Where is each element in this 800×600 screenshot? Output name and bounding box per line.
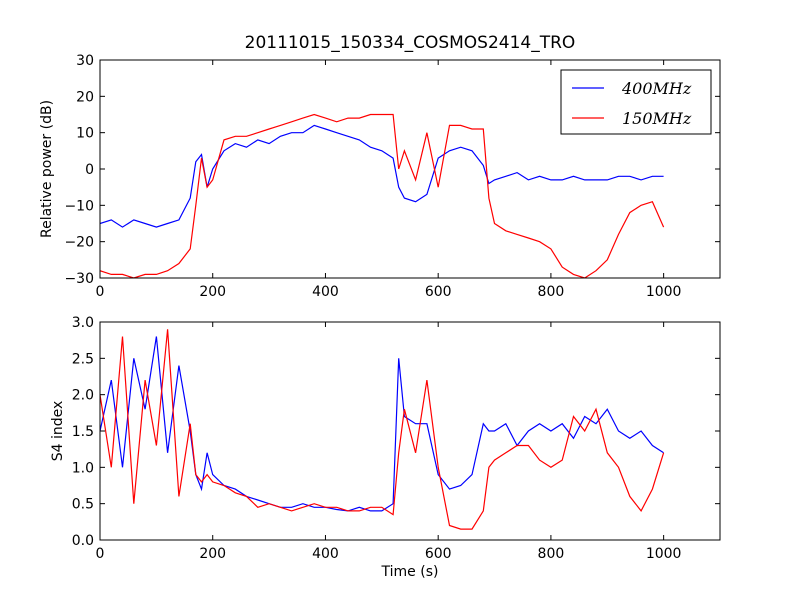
s4-y-tick-label: 1.5 [72, 424, 94, 440]
power-x-tick-label: 0 [96, 284, 105, 300]
legend: 400MHz 150MHz [560, 69, 712, 135]
s4-y-tick-label: 3.0 [72, 315, 94, 331]
power-y-tick-label: 0 [85, 162, 94, 178]
s4-x-tick-label: 800 [538, 546, 565, 562]
power-panel: 0 200 400 600 800 1000 −30 −20 −10 0 10 20 30 Relati… [39, 53, 721, 300]
power-x-tick-label: 600 [425, 284, 452, 300]
chart-title: 20111015_150334_COSMOS2414_TRO [245, 33, 576, 53]
power-y-tick-label: 30 [76, 53, 94, 69]
power-y-tick-label: −20 [64, 235, 94, 251]
s4-y-tick-label: 2.0 [72, 388, 94, 404]
x-axis-label: Time (s) [381, 564, 439, 580]
power-x-tick-label: 400 [312, 284, 339, 300]
power-y-tick-label: 20 [76, 89, 94, 105]
s4-x-tick-label: 200 [199, 546, 226, 562]
power-y-tick-label: −10 [64, 198, 94, 214]
s4-y-tick-label: 2.5 [72, 351, 94, 367]
legend-label-150mhz: 150MHz [622, 109, 692, 128]
power-series-150mhz [100, 113, 665, 278]
power-y-tick-label: −30 [64, 271, 94, 287]
power-y-tick-label: 10 [76, 126, 94, 142]
s4-y-tick-label: 1.0 [72, 460, 94, 476]
power-x-tick-label: 800 [538, 284, 565, 300]
s4-x-tick-label: 0 [96, 546, 105, 562]
power-ticks: 0 200 400 600 800 1000 −30 −20 −10 0 10 20 30 [64, 53, 720, 300]
s4-ticks: 0 200 400 600 800 1000 0.0 0.5 1.0 1.5 2.0 2.5 3.0 [72, 315, 720, 562]
power-plot-area [100, 113, 665, 278]
s4-plot-area [100, 329, 665, 530]
power-x-tick-label: 200 [199, 284, 226, 300]
legend-label-400mhz: 400MHz [621, 79, 692, 98]
s4-x-tick-label: 600 [425, 546, 452, 562]
s4-panel: 0 200 400 600 800 1000 0.0 0.5 1.0 1.5 2.0 2.5 3.0 S… [50, 315, 721, 580]
s4-y-tick-label: 0.0 [72, 533, 94, 549]
s4-y-axis-label: S4 index [50, 401, 66, 462]
power-y-axis-label: Relative power (dB) [39, 100, 55, 238]
s4-x-tick-label: 1000 [646, 546, 682, 562]
s4-x-tick-label: 400 [312, 546, 339, 562]
s4-y-tick-label: 0.5 [72, 497, 94, 513]
power-series-400mhz [100, 124, 664, 228]
legend-box [560, 69, 712, 135]
power-x-tick-label: 1000 [646, 284, 682, 300]
s4-series-150mhz [100, 329, 665, 530]
